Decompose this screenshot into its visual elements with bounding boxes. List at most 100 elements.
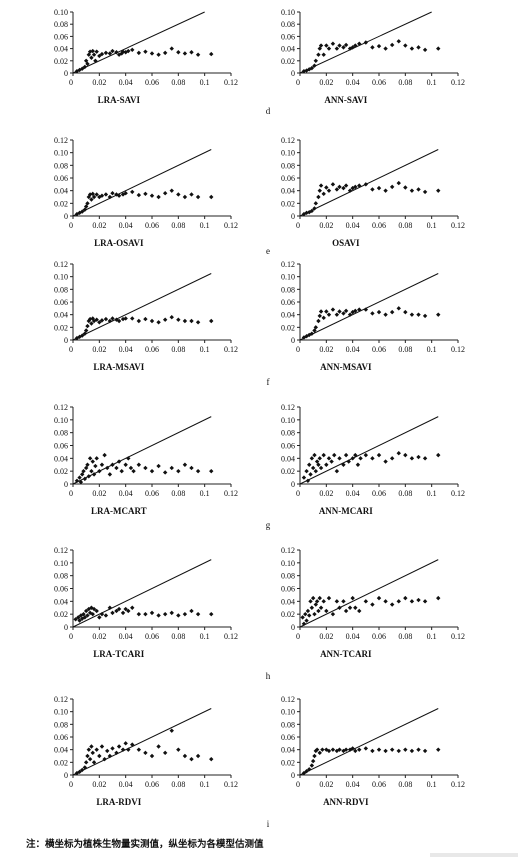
x-tick-label: 0.08 bbox=[171, 632, 185, 641]
data-point bbox=[87, 49, 93, 54]
data-point bbox=[363, 40, 369, 45]
data-point bbox=[341, 185, 346, 191]
x-tick-label: 0 bbox=[69, 489, 73, 498]
data-point bbox=[422, 189, 428, 195]
data-point bbox=[176, 317, 181, 322]
y-tick-label: 0.04 bbox=[54, 597, 68, 606]
data-point bbox=[82, 64, 88, 70]
data-point bbox=[350, 595, 355, 601]
data-point bbox=[326, 312, 332, 317]
data-point bbox=[97, 194, 102, 200]
data-point bbox=[353, 748, 358, 754]
data-point bbox=[343, 308, 349, 314]
data-point bbox=[105, 465, 110, 471]
data-point bbox=[89, 744, 94, 749]
scatter-panel: 0 0.02 0.04 0.06 0.08 0.10 0 0.02 0.04 0.06 0.08 0.… bbox=[281, 8, 465, 105]
data-point bbox=[119, 51, 124, 56]
data-point bbox=[309, 605, 315, 610]
data-point bbox=[370, 187, 375, 192]
x-tick-label: 0.12 bbox=[224, 780, 238, 789]
data-point bbox=[209, 468, 214, 474]
data-point bbox=[82, 207, 88, 212]
x-tick-label: 0.12 bbox=[451, 78, 465, 87]
y-tick-label: 0.10 bbox=[281, 416, 295, 425]
data-point bbox=[317, 313, 322, 319]
x-tick-label: 0.04 bbox=[119, 78, 133, 87]
data-point bbox=[436, 452, 441, 458]
x-tick-label: 0.1 bbox=[200, 780, 210, 789]
data-point bbox=[307, 462, 312, 467]
data-point bbox=[87, 456, 93, 461]
data-point bbox=[308, 599, 313, 604]
reference-line bbox=[299, 416, 439, 485]
data-point bbox=[318, 183, 324, 188]
data-point bbox=[110, 316, 115, 321]
x-tick-label: 0.08 bbox=[398, 78, 412, 87]
scatter-panel: 0 0.02 0.04 0.06 0.08 0.10 0.12 0 0.02 0.04 0.06 0.… bbox=[54, 546, 238, 659]
data-point bbox=[310, 758, 316, 764]
data-point bbox=[436, 46, 441, 51]
data-point bbox=[343, 608, 349, 614]
data-point bbox=[130, 47, 135, 53]
x-tick-label: 0.04 bbox=[346, 489, 360, 498]
x-tick-label: 0 bbox=[296, 221, 300, 230]
data-point bbox=[82, 615, 88, 620]
data-point bbox=[313, 325, 318, 330]
data-point bbox=[304, 618, 309, 623]
x-axis-label: ANN-MCARI bbox=[319, 506, 373, 516]
data-point bbox=[162, 50, 168, 56]
data-point bbox=[332, 452, 337, 458]
x-tick-label: 0.1 bbox=[427, 78, 437, 87]
data-point bbox=[363, 452, 369, 458]
x-tick-label: 0.1 bbox=[427, 221, 437, 230]
data-point bbox=[309, 331, 315, 336]
data-point bbox=[309, 65, 315, 71]
data-point bbox=[143, 750, 148, 756]
data-point bbox=[409, 599, 415, 604]
data-point bbox=[324, 608, 329, 614]
data-point bbox=[107, 472, 113, 477]
data-point bbox=[396, 451, 401, 456]
data-point bbox=[321, 599, 326, 604]
data-point bbox=[78, 479, 84, 485]
data-point bbox=[99, 462, 105, 467]
x-tick-label: 0.08 bbox=[398, 221, 412, 230]
data-point bbox=[416, 454, 421, 460]
panel-letter: f bbox=[267, 377, 270, 387]
data-point bbox=[324, 309, 329, 314]
data-point bbox=[347, 605, 353, 610]
reference-line bbox=[299, 559, 439, 628]
data-point bbox=[330, 747, 336, 752]
y-tick-label: 0.04 bbox=[54, 746, 68, 755]
x-tick-label: 0 bbox=[296, 632, 300, 641]
data-point bbox=[149, 468, 155, 474]
y-tick-label: 0.12 bbox=[54, 260, 68, 269]
data-point bbox=[128, 465, 134, 471]
scatter-panel: 0 0.02 0.04 0.06 0.08 0.10 0.12 0 0.02 0.04 0.06 0.… bbox=[281, 136, 465, 248]
y-tick-label: 0.04 bbox=[54, 454, 68, 463]
x-tick-label: 0 bbox=[69, 221, 73, 230]
data-point bbox=[195, 320, 201, 325]
data-point bbox=[91, 760, 97, 765]
data-point bbox=[403, 43, 408, 48]
data-point bbox=[169, 188, 174, 193]
data-point bbox=[97, 53, 102, 59]
data-point bbox=[313, 58, 318, 63]
data-point bbox=[357, 183, 362, 188]
data-point bbox=[162, 470, 168, 475]
data-point bbox=[316, 608, 321, 614]
data-point bbox=[334, 599, 340, 604]
data-point bbox=[130, 189, 135, 195]
panel-letter: h bbox=[266, 671, 271, 681]
y-tick-label: 0.02 bbox=[54, 57, 68, 66]
data-point bbox=[80, 209, 85, 214]
data-point bbox=[376, 43, 382, 49]
scatter-panel: 0 0.02 0.04 0.06 0.08 0.10 0.12 0 0.02 0.04 0.06 0.… bbox=[281, 695, 465, 807]
data-point bbox=[334, 312, 340, 317]
x-tick-label: 0.06 bbox=[145, 221, 159, 230]
data-point bbox=[91, 606, 97, 612]
data-point bbox=[383, 459, 388, 464]
data-point bbox=[383, 46, 388, 51]
data-point bbox=[123, 462, 128, 467]
data-point bbox=[123, 191, 128, 196]
